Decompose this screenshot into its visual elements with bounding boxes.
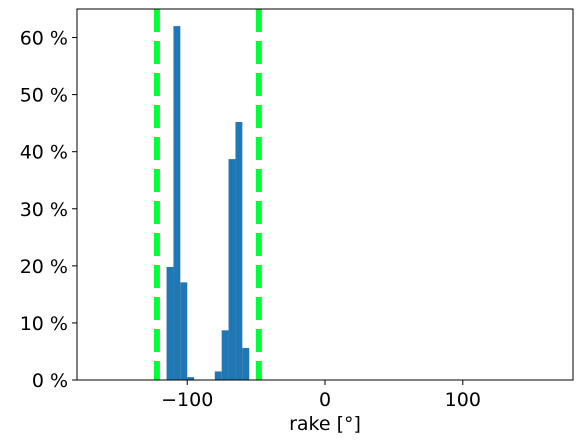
y-tick-label: 40 % — [20, 142, 68, 164]
y-tick-label: 30 % — [20, 199, 68, 221]
x-tick-label: −100 — [161, 389, 213, 411]
x-tick-label: 0 — [319, 389, 331, 411]
histogram-bar — [242, 348, 250, 380]
histogram-bar — [180, 282, 188, 380]
plot-frame — [76, 8, 574, 381]
x-axis-label: rake [°] — [289, 413, 361, 435]
y-tick-label: 50 % — [20, 85, 68, 107]
histogram-bar — [235, 122, 243, 381]
y-tick-label: 10 % — [20, 313, 68, 335]
histogram-bar — [166, 266, 174, 380]
histogram-bar — [228, 159, 236, 380]
y-tick-label: 60 % — [20, 28, 68, 50]
x-tick-label: 100 — [445, 389, 481, 411]
histogram-bar — [214, 371, 222, 380]
y-tick-label: 20 % — [20, 256, 68, 278]
histogram-bar — [187, 377, 195, 380]
histogram-bar — [173, 26, 181, 380]
histogram-bar — [221, 330, 229, 380]
plot-area — [76, 8, 574, 381]
x-axis: −100 0 100 — [161, 380, 481, 411]
y-tick-label: 0 % — [32, 370, 68, 392]
y-axis: 0 % 10 % 20 % 30 % 40 % 50 % 60 % — [20, 28, 77, 392]
